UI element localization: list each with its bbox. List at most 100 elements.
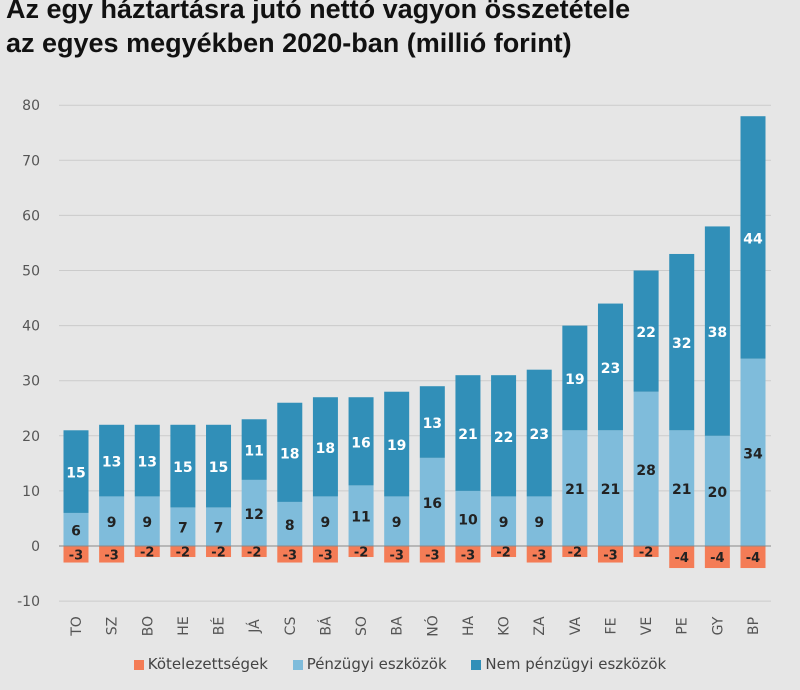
data-label-financial-assets: 21 bbox=[672, 482, 691, 498]
bar-non-financial-assets bbox=[562, 325, 588, 431]
data-label-non-financial-assets: 18 bbox=[316, 441, 335, 457]
bar-non-financial-assets bbox=[597, 303, 623, 431]
data-label-liabilities: -4 bbox=[675, 551, 689, 566]
bar-non-financial-assets bbox=[241, 419, 267, 480]
y-tick-label: -10 bbox=[17, 594, 40, 610]
data-label-non-financial-assets: 15 bbox=[66, 466, 85, 482]
bar-financial-assets bbox=[491, 496, 517, 546]
bar-liabilities bbox=[170, 546, 196, 558]
data-label-financial-assets: 11 bbox=[351, 510, 370, 526]
data-label-liabilities: -3 bbox=[283, 548, 297, 563]
data-label-non-financial-assets: 15 bbox=[209, 460, 228, 476]
x-tick-label: SZ bbox=[105, 617, 121, 635]
bar-financial-assets bbox=[704, 435, 730, 546]
data-label-liabilities: -2 bbox=[496, 546, 510, 561]
data-label-financial-assets: 7 bbox=[178, 521, 188, 537]
bar-financial-assets bbox=[384, 496, 410, 546]
bar-non-financial-assets bbox=[63, 430, 89, 513]
data-label-liabilities: -3 bbox=[389, 548, 403, 563]
legend-item-financial-assets: Pénzügyi eszközök bbox=[292, 655, 447, 673]
x-tick-label: TO bbox=[69, 616, 85, 637]
data-label-liabilities: -3 bbox=[603, 548, 617, 563]
data-label-non-financial-assets: 13 bbox=[423, 416, 442, 432]
bar-non-financial-assets bbox=[99, 424, 125, 497]
data-label-financial-assets: 9 bbox=[142, 515, 152, 531]
data-label-financial-assets: 10 bbox=[458, 512, 478, 528]
data-label-financial-assets: 9 bbox=[499, 515, 509, 531]
legend-label: Kötelezettségek bbox=[147, 655, 268, 673]
bar-liabilities bbox=[740, 546, 766, 569]
x-tick-label: BÉ bbox=[211, 617, 228, 635]
data-label-non-financial-assets: 19 bbox=[565, 372, 584, 388]
bar-liabilities bbox=[277, 546, 303, 563]
bar-financial-assets bbox=[63, 512, 89, 546]
y-tick-label: 80 bbox=[22, 98, 40, 114]
x-tick-label: VA bbox=[568, 616, 584, 635]
bar-liabilities bbox=[63, 546, 89, 563]
chart-title-line-1: Az egy háztartásra jutó nettó vagyon öss… bbox=[6, 0, 631, 24]
bar-non-financial-assets bbox=[419, 386, 445, 458]
data-label-liabilities: -3 bbox=[104, 548, 118, 563]
x-tick-label: NÓ bbox=[423, 615, 441, 637]
legend-swatch-non-financial-assets bbox=[471, 659, 482, 670]
y-tick-label: 0 bbox=[31, 539, 40, 555]
x-tick-label: FE bbox=[603, 618, 619, 635]
data-label-non-financial-assets: 11 bbox=[244, 444, 263, 460]
data-label-financial-assets: 8 bbox=[285, 518, 295, 534]
data-label-non-financial-assets: 23 bbox=[601, 361, 620, 377]
bar-non-financial-assets bbox=[206, 424, 232, 508]
chart-title: Az egy háztartásra jutó nettó vagyon öss… bbox=[6, 0, 630, 60]
data-label-financial-assets: 9 bbox=[321, 515, 331, 531]
legend-item-liabilities: Kötelezettségek bbox=[133, 655, 268, 673]
bar-financial-assets bbox=[206, 507, 232, 546]
bar-non-financial-assets bbox=[491, 375, 517, 497]
data-label-liabilities: -4 bbox=[746, 551, 760, 566]
x-tick-label: VE bbox=[639, 617, 655, 635]
bar-non-financial-assets bbox=[277, 402, 303, 502]
bar-financial-assets bbox=[455, 490, 481, 546]
data-label-non-financial-assets: 13 bbox=[138, 455, 157, 471]
data-label-financial-assets: 6 bbox=[71, 523, 81, 539]
data-label-financial-assets: 9 bbox=[392, 515, 402, 531]
data-label-liabilities: -2 bbox=[568, 546, 582, 561]
legend-swatch-liabilities bbox=[133, 659, 144, 670]
data-label-liabilities: -2 bbox=[639, 546, 653, 561]
bar-liabilities bbox=[384, 546, 410, 563]
bar-financial-assets bbox=[241, 479, 267, 546]
bar-non-financial-assets bbox=[170, 424, 196, 508]
y-tick-label: 10 bbox=[22, 484, 40, 500]
y-tick-label: 20 bbox=[22, 429, 40, 445]
bar-liabilities bbox=[562, 546, 588, 558]
bar-financial-assets bbox=[348, 485, 374, 546]
y-tick-label: 60 bbox=[22, 208, 40, 224]
bar-non-financial-assets bbox=[312, 397, 338, 497]
data-label-financial-assets: 21 bbox=[601, 482, 620, 498]
bar-financial-assets bbox=[526, 496, 552, 546]
bar-non-financial-assets bbox=[669, 253, 695, 431]
x-tick-label: BÁ bbox=[317, 616, 334, 636]
data-label-financial-assets: 7 bbox=[214, 521, 224, 537]
bar-liabilities bbox=[348, 546, 374, 558]
x-tick-label: SO bbox=[354, 616, 370, 636]
y-tick-label: 40 bbox=[22, 319, 40, 335]
bar-non-financial-assets bbox=[740, 116, 766, 359]
x-tick-label: HA bbox=[461, 616, 477, 637]
x-tick-label: ZA bbox=[532, 616, 548, 636]
data-label-financial-assets: 34 bbox=[743, 446, 763, 462]
data-label-financial-assets: 28 bbox=[636, 463, 655, 479]
bar-liabilities bbox=[99, 546, 125, 563]
data-label-financial-assets: 20 bbox=[708, 485, 728, 501]
x-tick-label: CS bbox=[283, 617, 299, 636]
data-label-non-financial-assets: 21 bbox=[458, 427, 477, 443]
data-label-liabilities: -2 bbox=[247, 546, 261, 561]
data-label-liabilities: -2 bbox=[354, 546, 368, 561]
data-label-non-financial-assets: 22 bbox=[636, 325, 655, 341]
bar-financial-assets bbox=[419, 457, 445, 546]
bar-financial-assets bbox=[597, 430, 623, 546]
bar-financial-assets bbox=[277, 501, 303, 546]
bar-liabilities bbox=[206, 546, 232, 558]
bar-financial-assets bbox=[669, 430, 695, 546]
x-tick-label: KO bbox=[497, 616, 513, 635]
x-tick-label: BP bbox=[746, 617, 762, 635]
